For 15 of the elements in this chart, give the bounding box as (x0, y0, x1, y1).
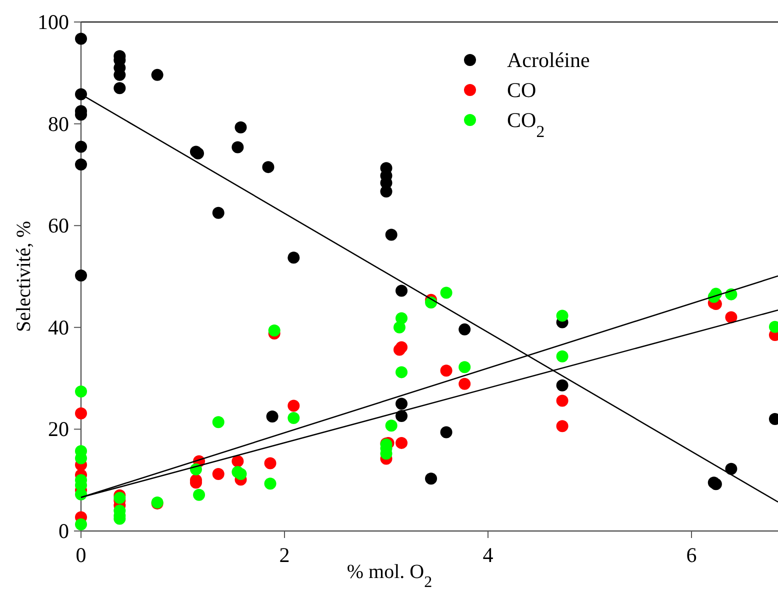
y-tick-label: 60 (48, 214, 69, 238)
x-tick-label: 6 (686, 543, 697, 567)
legend-label: CO$_{2}$ (507, 108, 545, 140)
legend-label: Acroléine (507, 48, 590, 72)
y-tick-label: 100 (38, 10, 69, 34)
legend-label: CO (507, 78, 536, 102)
x-tick-label: 4 (482, 543, 494, 567)
x-tick-label: 0 (76, 543, 86, 567)
y-tick-label: 20 (48, 417, 69, 442)
y-axis-title: Selectivité, % (13, 220, 35, 332)
x-tick-label: 2 (279, 543, 290, 567)
x-axis-title: % mol. O$_{2}$ (346, 561, 432, 590)
y-tick-label: 0 (58, 519, 69, 543)
y-tick-label: 40 (48, 315, 69, 340)
y-tick-label: 80 (48, 112, 69, 136)
